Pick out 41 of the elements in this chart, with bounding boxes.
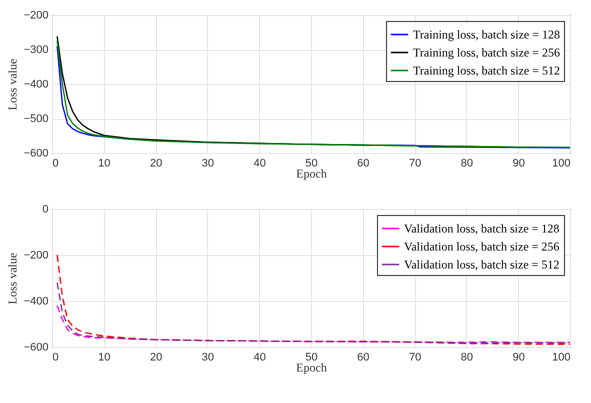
x-tick-label: 80	[460, 352, 474, 364]
y-tick-label: 0	[42, 204, 48, 216]
x-tick-label: 70	[408, 158, 422, 170]
x-tick-label: 100	[552, 352, 570, 364]
legend-label: Validation loss, batch size = 128	[404, 222, 560, 236]
x-tick-label: 0	[52, 352, 59, 364]
x-tick-label: 50	[305, 352, 318, 364]
y-tick-label: −600	[24, 342, 48, 354]
x-tick-label: 80	[460, 158, 474, 170]
x-tick-label: 30	[202, 352, 214, 364]
x-tick-label: 30	[202, 158, 214, 170]
y-tick-label: −300	[24, 44, 48, 56]
x-axis-title: Epoch	[296, 360, 327, 374]
x-tick-label: 10	[98, 158, 110, 170]
legend-label: Training loss, batch size = 256	[413, 46, 560, 60]
x-tick-label: 20	[150, 352, 162, 364]
x-tick-label: 60	[357, 158, 370, 170]
y-tick-label: −200	[24, 250, 48, 262]
x-tick-label: 20	[150, 158, 162, 170]
y-axis-title: Loss value	[6, 58, 20, 110]
legend-label: Training loss, batch size = 128	[413, 28, 560, 42]
x-tick-label: 0	[52, 158, 59, 170]
legend-label: Validation loss, batch size = 512	[404, 258, 560, 272]
x-tick-label: 40	[254, 158, 266, 170]
y-tick-label: −600	[24, 148, 48, 160]
x-tick-label: 90	[512, 158, 525, 170]
legend-label: Training loss, batch size = 512	[413, 64, 560, 78]
y-tick-label: −400	[24, 78, 48, 90]
x-tick-label: 10	[98, 352, 110, 364]
x-tick-label: 100	[552, 158, 570, 170]
x-tick-label: 40	[254, 352, 266, 364]
x-axis-title: Epoch	[296, 166, 327, 180]
x-tick-label: 70	[408, 352, 422, 364]
y-tick-label: −500	[24, 113, 48, 125]
y-tick-label: −400	[24, 296, 48, 308]
x-tick-label: 50	[305, 158, 318, 170]
x-tick-label: 90	[512, 352, 525, 364]
y-axis-title: Loss value	[6, 252, 20, 304]
x-tick-label: 60	[357, 352, 370, 364]
legend-label: Validation loss, batch size = 256	[404, 240, 560, 254]
y-tick-label: −200	[24, 10, 48, 22]
